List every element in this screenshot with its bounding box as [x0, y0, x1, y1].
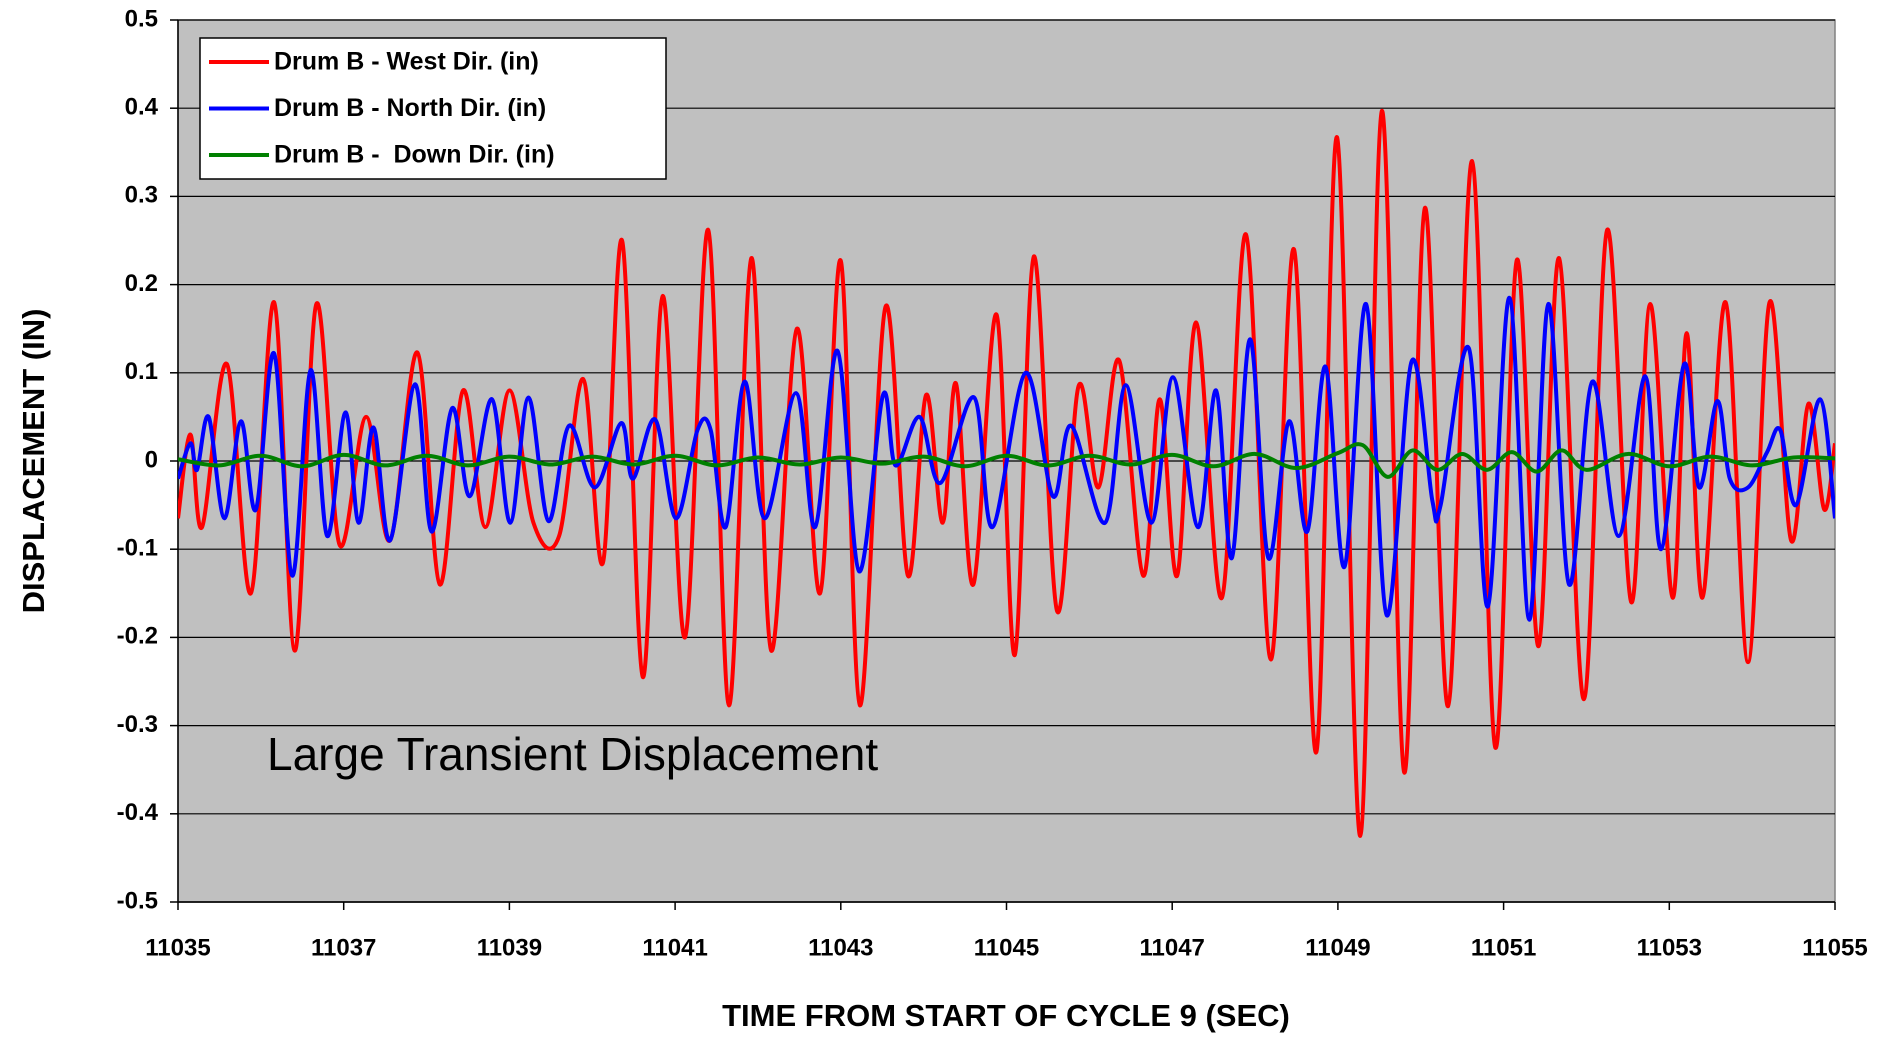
y-tick-label: -0.4 [117, 799, 159, 826]
y-tick-label: -0.1 [117, 535, 158, 562]
y-tick-label: 0 [145, 446, 158, 473]
x-tick-label: 11055 [1802, 934, 1867, 961]
x-tick-label: 11053 [1637, 934, 1702, 961]
legend-box [199, 37, 667, 180]
y-tick-label: 0.1 [125, 358, 158, 385]
x-tick-label: 11037 [311, 934, 376, 961]
y-tick-label: 0.3 [125, 182, 158, 209]
x-tick-label: 11049 [1305, 934, 1370, 961]
y-tick-label: -0.3 [117, 711, 158, 738]
legend-label: Drum B - West Dir. (in) [274, 48, 539, 76]
legend-label: Drum B - North Dir. (in) [274, 94, 546, 122]
annotation: Large Transient Displacement [267, 728, 878, 780]
x-tick-label: 11047 [1139, 934, 1204, 961]
x-tick-label: 11039 [477, 934, 542, 961]
y-tick-label: 0.4 [125, 94, 159, 121]
x-axis-title: TIME FROM START OF CYCLE 9 (SEC) [722, 998, 1290, 1033]
x-tick-label: 11035 [145, 934, 210, 961]
data-line [178, 295, 1835, 622]
data-line [178, 108, 1835, 838]
data-line [178, 442, 1835, 479]
x-tick-label: 11041 [642, 934, 707, 961]
y-axis-title: DISPLACEMENT (IN) [16, 309, 51, 614]
y-tick-label: 0.2 [125, 270, 158, 297]
legend-label: Drum B - Down Dir. (in) [274, 141, 555, 169]
y-tick-label: 0.5 [125, 5, 158, 32]
y-tick-label: -0.5 [117, 887, 158, 914]
x-tick-label: 11043 [808, 934, 873, 961]
x-tick-label: 11051 [1471, 934, 1536, 961]
y-tick-label: -0.2 [117, 623, 158, 650]
x-tick-label: 11045 [974, 934, 1039, 961]
